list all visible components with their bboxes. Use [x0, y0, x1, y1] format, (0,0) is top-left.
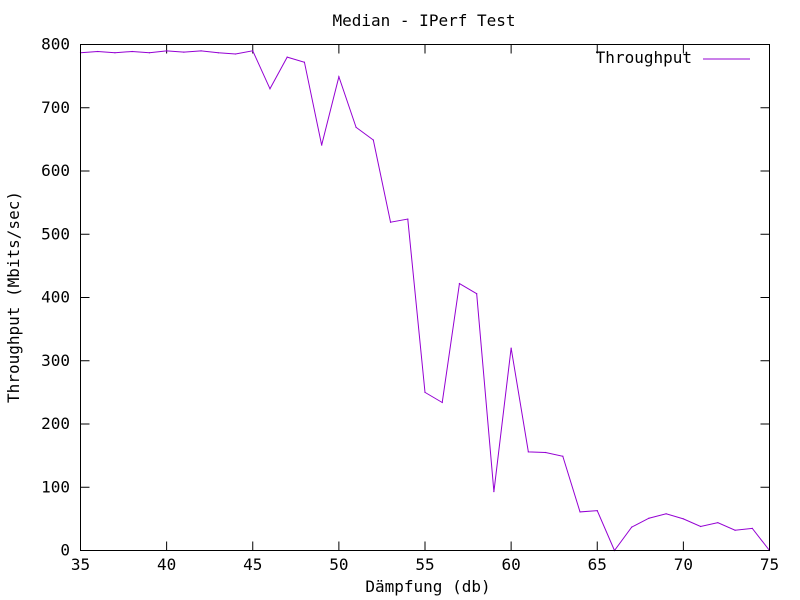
- x-tick-label: 70: [674, 555, 693, 574]
- data-point: [114, 52, 116, 54]
- x-tick-label: 60: [501, 555, 520, 574]
- y-axis-label: Throughput (Mbits/sec): [4, 191, 23, 403]
- data-point: [631, 526, 633, 528]
- data-point: [321, 144, 323, 146]
- legend-label: Throughput: [596, 48, 692, 67]
- x-tick-label: 55: [415, 555, 434, 574]
- x-axis-label: Dämpfung (db): [365, 577, 490, 596]
- data-point: [372, 139, 374, 141]
- data-point: [131, 50, 133, 53]
- y-tick-label: 700: [41, 98, 70, 117]
- data-point: [476, 293, 478, 295]
- data-point: [700, 525, 702, 528]
- data-point: [217, 52, 219, 54]
- plot-frame: [80, 44, 770, 551]
- data-point: [665, 513, 667, 515]
- data-point: [717, 522, 719, 524]
- y-tick-label: 100: [41, 477, 70, 496]
- axis-ticks: 35 40 45 50 55 60 65 70 75 0 100 200 300 400 500 600 700…: [41, 35, 779, 575]
- y-tick-label: 400: [41, 288, 70, 307]
- y-tick-label: 200: [41, 414, 70, 433]
- series-group: [79, 50, 771, 552]
- data-point: [648, 517, 650, 519]
- data-point: [734, 529, 736, 531]
- x-tick-label: 40: [157, 555, 176, 574]
- legend: Throughput: [596, 48, 750, 67]
- data-point: [527, 451, 529, 453]
- data-point: [596, 510, 598, 512]
- data-point: [510, 347, 512, 349]
- y-tick-label: 600: [41, 161, 70, 180]
- data-point: [562, 455, 564, 457]
- data-point: [148, 52, 150, 54]
- x-tick-label: 75: [760, 555, 779, 574]
- data-point: [751, 527, 753, 529]
- data-point: [286, 56, 288, 58]
- y-tick-label: 500: [41, 224, 70, 243]
- y-tick-label: 300: [41, 351, 70, 370]
- data-point: [458, 282, 461, 285]
- data-point: [441, 401, 443, 404]
- y-tick-label: 0: [60, 541, 70, 560]
- data-point: [355, 126, 357, 128]
- data-point: [166, 50, 168, 52]
- data-point: [682, 518, 684, 520]
- data-point: [269, 88, 271, 90]
- data-point: [200, 50, 202, 52]
- data-point: [183, 51, 185, 53]
- data-point: [407, 218, 409, 220]
- data-point: [544, 451, 547, 454]
- x-tick-label: 50: [329, 555, 348, 574]
- data-point: [338, 76, 340, 78]
- data-point: [234, 53, 237, 55]
- data-point: [389, 221, 392, 223]
- data-point: [252, 50, 254, 52]
- chart-title: Median - IPerf Test: [332, 11, 515, 30]
- x-tick-label: 65: [588, 555, 607, 574]
- x-tick-label: 35: [71, 555, 90, 574]
- data-point: [303, 61, 306, 63]
- series-line-0: [80, 50, 770, 552]
- data-point: [424, 391, 426, 393]
- y-tick-label: 800: [41, 35, 70, 54]
- data-point: [493, 491, 495, 493]
- x-tick-label: 45: [243, 555, 262, 574]
- data-point: [579, 511, 581, 513]
- data-point: [97, 50, 99, 53]
